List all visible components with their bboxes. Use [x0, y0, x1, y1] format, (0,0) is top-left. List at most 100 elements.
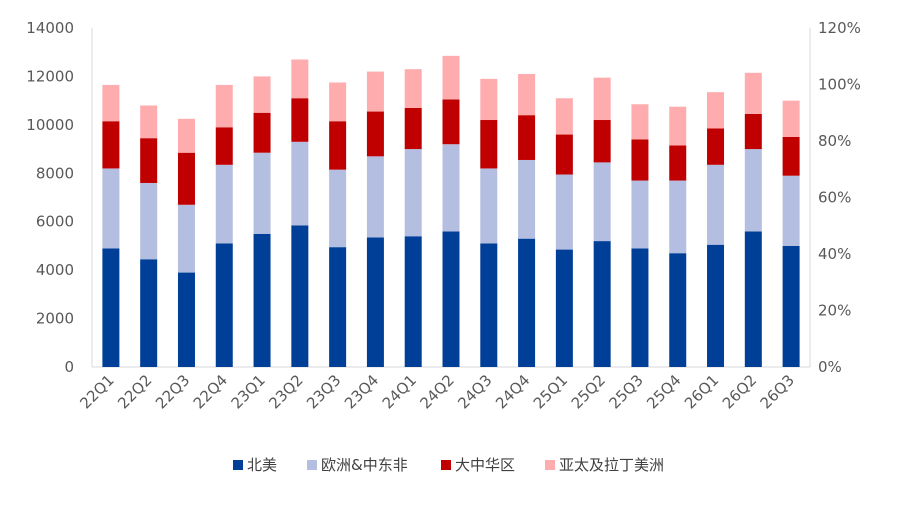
x-tick-label: 25Q1: [530, 371, 571, 412]
x-tick-label: 23Q1: [228, 371, 269, 412]
bar-segment-3: [177, 152, 195, 205]
bar-segment-2: [669, 180, 687, 254]
y-right-tick-label: 100%: [818, 76, 861, 94]
bar-segment-2: [291, 141, 309, 226]
bar-segment-1: [555, 249, 573, 367]
y-right-tick-label: 60%: [818, 189, 851, 207]
bar-segment-4: [744, 72, 762, 114]
y-left-tick-label: 2000: [36, 310, 74, 328]
bar-segment-1: [329, 247, 347, 367]
bar-segment-2: [631, 180, 649, 249]
x-tick-label: 25Q3: [605, 371, 646, 412]
bar-segment-4: [442, 55, 460, 100]
bar-segment-3: [140, 138, 158, 183]
bar-segment-2: [140, 182, 158, 260]
bar-segment-3: [291, 98, 309, 142]
y-left-tick-label: 4000: [36, 261, 74, 279]
bar-segment-2: [215, 164, 233, 244]
legend-swatch-4: [545, 460, 555, 470]
bar-segment-2: [102, 168, 120, 249]
y-left-tick-label: 12000: [26, 67, 74, 85]
y-left-tick-label: 6000: [36, 213, 74, 231]
bar-segment-3: [593, 120, 611, 163]
bar-segment-4: [707, 92, 725, 129]
bar-segment-2: [366, 156, 384, 238]
bar-segment-1: [669, 253, 687, 367]
bar-segment-4: [253, 76, 271, 113]
legend-label-4: 亚太及拉丁美洲: [559, 456, 664, 474]
bar-segment-1: [744, 231, 762, 367]
bar-segment-1: [102, 248, 120, 367]
x-tick-label: 26Q3: [757, 371, 798, 412]
bar-segment-4: [404, 69, 422, 108]
y-left-tick-label: 0: [64, 358, 74, 376]
bar-segment-1: [291, 225, 309, 367]
x-tick-label: 25Q2: [568, 371, 609, 412]
x-tick-label: 24Q1: [379, 371, 420, 412]
x-tick-label: 26Q1: [681, 371, 722, 412]
bar-segment-1: [404, 236, 422, 367]
legend-label-1: 北美: [247, 456, 277, 474]
bar-segment-1: [215, 243, 233, 367]
bar-segment-1: [366, 237, 384, 367]
bar-segment-4: [782, 100, 800, 137]
x-tick-label: 24Q4: [492, 371, 533, 412]
bar-segment-1: [177, 272, 195, 367]
y-right-tick-label: 80%: [818, 132, 851, 150]
bar-segment-3: [366, 111, 384, 157]
bar-segment-1: [631, 248, 649, 367]
bar-segment-2: [707, 164, 725, 245]
x-tick-label: 22Q4: [190, 371, 231, 412]
bar-segment-1: [707, 244, 725, 367]
bar-segment-3: [555, 134, 573, 175]
bar-segment-3: [253, 112, 271, 153]
bar-segment-2: [744, 149, 762, 232]
bar-segment-1: [442, 231, 460, 367]
bar-segment-1: [593, 241, 611, 367]
x-tick-label: 26Q2: [719, 371, 760, 412]
bar-segment-2: [555, 174, 573, 250]
y-right-tick-label: 0%: [818, 358, 842, 376]
bar-segment-2: [782, 175, 800, 246]
x-tick-label: 23Q2: [265, 371, 306, 412]
legend-swatch-1: [233, 460, 243, 470]
legend-swatch-2: [307, 460, 317, 470]
bar-segment-1: [480, 243, 498, 367]
bar-segment-3: [102, 121, 120, 169]
bar-segment-4: [555, 98, 573, 135]
bar-segment-1: [518, 238, 536, 367]
y-left-tick-label: 14000: [26, 19, 74, 37]
x-tick-label: 24Q2: [417, 371, 458, 412]
x-tick-label: 22Q1: [76, 371, 117, 412]
bar-segment-3: [669, 145, 687, 181]
bar-segment-4: [102, 84, 120, 122]
x-tick-label: 24Q3: [454, 371, 495, 412]
bar-segment-4: [291, 59, 309, 99]
legend-swatch-3: [441, 460, 451, 470]
bar-segment-1: [140, 259, 158, 367]
x-tick-label: 23Q4: [341, 371, 382, 412]
x-tick-label: 22Q2: [114, 371, 155, 412]
x-tick-label: 23Q3: [303, 371, 344, 412]
bar-segment-2: [253, 152, 271, 234]
bar-segment-3: [744, 113, 762, 150]
bar-segment-4: [140, 105, 158, 139]
bar-segment-3: [631, 139, 649, 181]
bar-segment-2: [177, 204, 195, 273]
y-left-tick-label: 8000: [36, 164, 74, 182]
y-right-tick-label: 20%: [818, 302, 851, 320]
x-tick-label: 25Q4: [643, 371, 684, 412]
bar-segment-3: [215, 127, 233, 165]
bar-segment-3: [404, 107, 422, 150]
bar-segment-4: [480, 78, 498, 121]
bar-segment-4: [329, 82, 347, 122]
bar-segment-2: [480, 168, 498, 244]
bar-segment-4: [518, 74, 536, 116]
bar-segment-3: [518, 115, 536, 160]
bar-segment-1: [253, 233, 271, 367]
y-right-tick-label: 120%: [818, 19, 861, 37]
bar-segment-2: [593, 162, 611, 242]
bar-segment-3: [707, 128, 725, 165]
